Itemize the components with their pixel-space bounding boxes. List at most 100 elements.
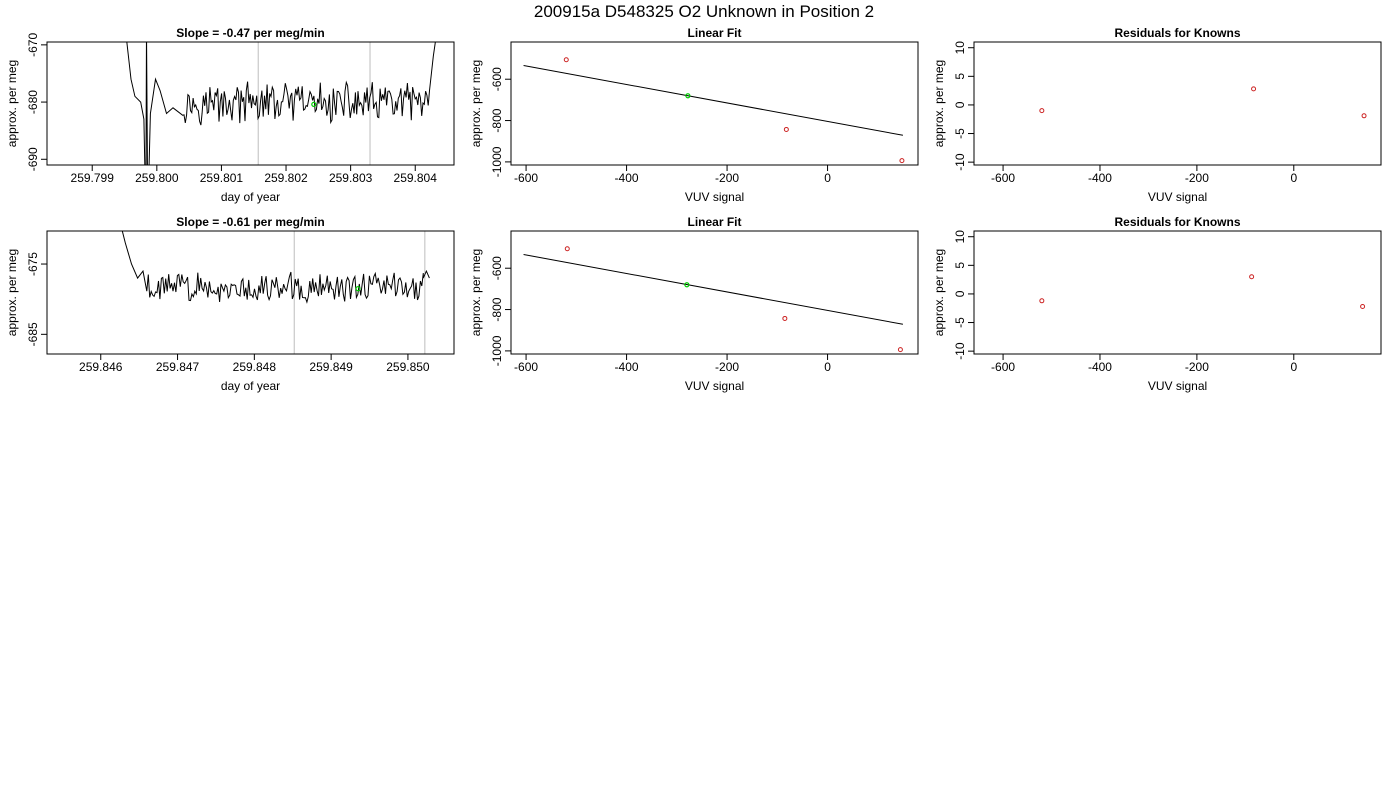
unknown-point: [355, 286, 361, 292]
x-tick-label: -600: [991, 171, 1015, 185]
y-tick-label: 10: [953, 230, 967, 244]
known-point: [1039, 108, 1045, 114]
panel-2: Linear Fit -600 -400 -200 0 -1000 -800 -600 VUV …: [469, 26, 919, 204]
known-point: [1360, 304, 1366, 310]
y-axis-label: approx. per meg: [932, 249, 946, 336]
plot-area: [523, 246, 904, 353]
y-tick-label: -800: [490, 297, 504, 321]
chart-title: Slope = -0.47 per meg/min: [176, 26, 324, 40]
x-tick-label: 0: [824, 171, 831, 185]
chart-title: Linear Fit: [687, 26, 741, 40]
y-tick-label: -600: [490, 256, 504, 280]
y-tick-label: -685: [26, 322, 40, 346]
series-line: [121, 231, 430, 304]
known-point: [782, 315, 788, 321]
y-tick-label: 5: [953, 73, 967, 80]
known-point: [1039, 298, 1045, 304]
x-tick-label: 259.802: [264, 171, 308, 185]
chart-title: Residuals for Knowns: [1114, 26, 1240, 40]
chart-title: Residuals for Knowns: [1114, 215, 1240, 229]
plot-frame: [46, 230, 455, 355]
known-point: [783, 126, 789, 132]
known-point: [1249, 274, 1255, 280]
panel-3: Residuals for Knowns -600 -400 -200 0 -10 -5 0 5…: [932, 26, 1382, 204]
x-axis-label: day of year: [221, 190, 280, 204]
y-tick-label: -5: [953, 128, 967, 139]
series-line: [126, 42, 436, 165]
plot-area: [121, 231, 430, 354]
known-point: [897, 347, 903, 353]
known-point: [563, 57, 569, 63]
y-tick-label: -10: [953, 153, 967, 171]
y-tick-label: -5: [953, 317, 967, 328]
known-point: [564, 246, 570, 252]
y-tick-label: 0: [953, 290, 967, 297]
y-tick-label: -10: [953, 342, 967, 360]
y-tick-label: -675: [26, 252, 40, 276]
x-tick-label: 259.799: [71, 171, 115, 185]
x-tick-label: 259.801: [200, 171, 244, 185]
x-axis-label: VUV signal: [685, 379, 744, 393]
x-tick-label: -200: [715, 360, 739, 374]
x-axis-label: VUV signal: [1148, 379, 1207, 393]
y-axis-label: approx. per meg: [469, 249, 483, 336]
unknown-point: [685, 93, 691, 99]
y-tick-label: 5: [953, 262, 967, 269]
fit-line: [523, 65, 904, 136]
x-axis-label: VUV signal: [1148, 190, 1207, 204]
y-tick-label: -670: [26, 33, 40, 57]
y-tick-label: 10: [953, 41, 967, 55]
y-axis-label: approx. per meg: [932, 60, 946, 147]
plot-frame: [973, 41, 1382, 166]
x-tick-label: 259.804: [394, 171, 438, 185]
plot-area: [523, 57, 905, 164]
x-tick-label: -400: [615, 171, 639, 185]
y-tick-label: -680: [26, 90, 40, 114]
x-tick-label: -600: [514, 360, 538, 374]
plot-frame: [46, 41, 455, 166]
y-tick-label: -1000: [490, 146, 504, 177]
x-tick-label: 259.850: [386, 360, 430, 374]
x-tick-label: 259.800: [135, 171, 179, 185]
y-axis-label: approx. per meg: [469, 60, 483, 147]
panels: Slope = -0.47 per meg/min 259.799 259.800 2…: [5, 26, 1382, 393]
plot-frame: [973, 230, 1382, 355]
x-axis-label: VUV signal: [685, 190, 744, 204]
unknown-point: [311, 101, 317, 107]
panel-6: Residuals for Knowns -600 -400 -200 0 -10 -5 0 5…: [932, 215, 1382, 393]
plot-area: [126, 42, 436, 165]
fit-line: [523, 254, 904, 325]
unknown-point: [684, 282, 690, 288]
panel-5: Linear Fit -600 -400 -200 0 -1000 -800 -600 VUV …: [469, 215, 919, 393]
chart-title: Linear Fit: [687, 215, 741, 229]
x-tick-label: -200: [1185, 171, 1209, 185]
x-tick-label: 0: [1290, 360, 1297, 374]
x-axis-label: day of year: [221, 379, 280, 393]
x-tick-label: -400: [615, 360, 639, 374]
x-tick-label: -600: [991, 360, 1015, 374]
y-tick-label: -800: [490, 108, 504, 132]
plot-frame: [510, 41, 919, 166]
x-tick-label: 259.848: [233, 360, 277, 374]
x-tick-label: -200: [715, 171, 739, 185]
x-tick-label: -200: [1185, 360, 1209, 374]
page-title: 200915a D548325 O2 Unknown in Position 2: [534, 2, 874, 21]
known-point: [1251, 86, 1257, 92]
chart-title: Slope = -0.61 per meg/min: [176, 215, 324, 229]
y-tick-label: -690: [26, 147, 40, 171]
panel-1: Slope = -0.47 per meg/min 259.799 259.800 2…: [5, 26, 455, 204]
y-axis-label: approx. per meg: [5, 249, 19, 336]
y-tick-label: -1000: [490, 335, 504, 366]
y-tick-label: 0: [953, 101, 967, 108]
panel-4: Slope = -0.61 per meg/min 259.846 259.847 2…: [5, 215, 455, 393]
x-tick-label: -600: [514, 171, 538, 185]
x-tick-label: 259.803: [329, 171, 373, 185]
x-tick-label: 259.846: [79, 360, 123, 374]
y-axis-label: approx. per meg: [5, 60, 19, 147]
plot-area: [1039, 274, 1366, 310]
x-tick-label: -400: [1088, 171, 1112, 185]
x-tick-label: -400: [1088, 360, 1112, 374]
x-tick-label: 259.847: [156, 360, 200, 374]
plot-area: [1039, 86, 1367, 119]
